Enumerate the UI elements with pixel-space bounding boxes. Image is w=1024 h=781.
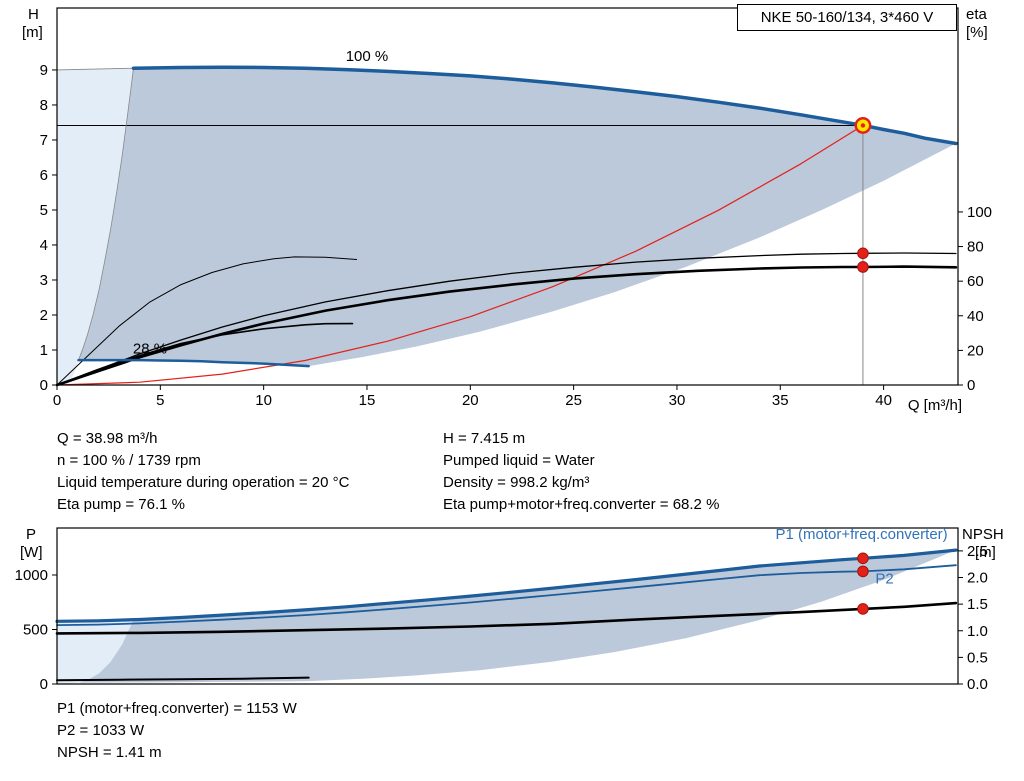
axis-label: [m] — [22, 24, 43, 41]
left-tick-label: 7 — [40, 132, 48, 149]
npsh-readout: NPSH = 1.41 m — [57, 744, 162, 761]
speed-label-100: 100 % — [346, 48, 389, 65]
x-tick-label: 15 — [359, 392, 376, 409]
right-tick-label: 1.5 — [967, 596, 988, 613]
p1-curve — [55, 548, 958, 623]
head-readout: H = 7.415 m — [443, 430, 526, 447]
right-tick-label: 1.0 — [967, 623, 988, 640]
start-speed-locus — [78, 67, 134, 361]
right-tick-label: 60 — [967, 273, 984, 290]
flow-readout: Q = 38.98 m³/h — [57, 430, 158, 447]
speed-label-28: 28 % — [133, 340, 167, 357]
speed-readout: n = 100 % / 1739 rpm — [57, 452, 201, 469]
axis-label: Q [m³/h] — [908, 397, 962, 414]
p2-label: P2 — [875, 571, 893, 588]
axis-label: [%] — [966, 24, 988, 41]
eta-pump-reduced-curve — [56, 256, 358, 386]
pumped-liquid-readout: Pumped liquid = Water — [443, 452, 595, 469]
pump-curve-28 — [77, 358, 310, 368]
duty-point-center — [860, 123, 866, 128]
p2-curve — [56, 564, 957, 626]
left-tick-label: 6 — [40, 167, 48, 184]
power-npsh-chart[interactable]: 0 500 1000 0.0 0.5 1.0 1.5 2.0 2.5 P[W] NPSH[m] P1 … — [15, 526, 1004, 693]
left-tick-label: 9 — [40, 62, 48, 79]
p2-point — [857, 565, 869, 578]
hq-chart-frame — [56, 7, 959, 386]
left-tick-label: 3 — [40, 272, 48, 289]
left-tick-label: 4 — [40, 237, 48, 254]
axis-label: eta — [966, 6, 988, 23]
eta-pump-curve — [56, 252, 957, 386]
p1-point — [857, 552, 869, 565]
left-tick-label: 5 — [40, 202, 48, 219]
left-tick-label: 2 — [40, 307, 48, 324]
p1-readout: P1 (motor+freq.converter) = 1153 W — [57, 700, 297, 717]
right-tick-label: 40 — [967, 308, 984, 325]
density-readout: Density = 998.2 kg/m³ — [443, 474, 590, 491]
x-tick-label: 10 — [255, 392, 272, 409]
right-tick-label: 20 — [967, 342, 984, 359]
p2-readout: P2 = 1033 W — [57, 722, 145, 739]
pump-model-label: NKE 50-160/134, 3*460 V — [737, 4, 957, 31]
npsh-point — [857, 603, 869, 615]
left-tick-label: 500 — [23, 621, 48, 638]
x-tick-label: 5 — [156, 392, 164, 409]
hq-chart[interactable]: 0 5 10 15 20 25 30 35 400123456789020406080100H[… — [22, 6, 992, 414]
right-tick-label: 0.0 — [967, 676, 988, 693]
power-npsh-chart-frame — [56, 527, 959, 685]
right-tick-label: 2.5 — [967, 543, 988, 560]
left-tick-label: 0 — [40, 377, 48, 394]
x-tick-label: 20 — [462, 392, 479, 409]
eta-pump-point — [857, 247, 869, 260]
p1-label: P1 (motor+freq.converter) — [776, 526, 948, 543]
eta-total-point — [857, 261, 869, 273]
x-tick-label: 35 — [772, 392, 789, 409]
left-tick-label: 1 — [40, 342, 48, 359]
right-tick-label: 2.0 — [967, 570, 988, 587]
axis-label: [m] — [975, 544, 996, 561]
liquid-temp-readout: Liquid temperature during operation = 20… — [57, 474, 350, 491]
right-tick-label: 0.5 — [967, 649, 988, 666]
x-tick-label: 30 — [669, 392, 686, 409]
axis-label: H — [28, 6, 39, 23]
system-curve — [56, 124, 864, 386]
x-tick-label: 40 — [875, 392, 892, 409]
axis-label: P — [26, 526, 36, 543]
shutoff-line — [56, 67, 134, 71]
eta-total-readout: Eta pump+motor+freq.converter = 68.2 % — [443, 496, 720, 513]
axis-label: NPSH — [962, 526, 1004, 543]
operating-envelope — [78, 67, 956, 367]
x-tick-label: 25 — [565, 392, 582, 409]
right-tick-label: 0 — [967, 377, 975, 394]
power-envelope — [78, 550, 956, 683]
left-tick-label: 0 — [40, 676, 48, 693]
low-flow-area — [57, 68, 134, 385]
right-tick-label: 100 — [967, 204, 992, 221]
axis-label: [W] — [20, 544, 43, 561]
left-tick-label: 1000 — [15, 567, 48, 584]
x-tick-label: 0 — [53, 392, 61, 409]
npsh-reduced-curve — [56, 676, 310, 682]
power-low-flow-area — [57, 619, 134, 684]
right-tick-label: 80 — [967, 239, 984, 256]
eta-pump-readout: Eta pump = 76.1 % — [57, 496, 185, 513]
left-tick-label: 8 — [40, 97, 48, 114]
eta-total-curve — [55, 265, 958, 387]
